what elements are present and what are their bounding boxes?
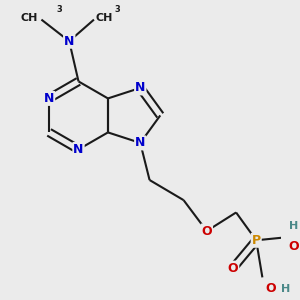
Text: H: H	[289, 221, 298, 231]
Text: N: N	[73, 143, 84, 156]
Text: CH: CH	[95, 13, 113, 23]
Text: O: O	[201, 224, 212, 238]
Text: N: N	[135, 81, 146, 94]
Text: O: O	[228, 262, 238, 275]
Text: 3: 3	[114, 5, 120, 14]
Text: N: N	[44, 92, 54, 105]
Text: O: O	[289, 240, 299, 253]
Text: 3: 3	[57, 5, 63, 14]
Text: N: N	[135, 136, 146, 149]
Text: O: O	[266, 282, 276, 295]
Text: P: P	[252, 234, 261, 247]
Text: H: H	[281, 284, 290, 294]
Text: CH: CH	[21, 13, 38, 23]
Text: N: N	[64, 35, 74, 48]
